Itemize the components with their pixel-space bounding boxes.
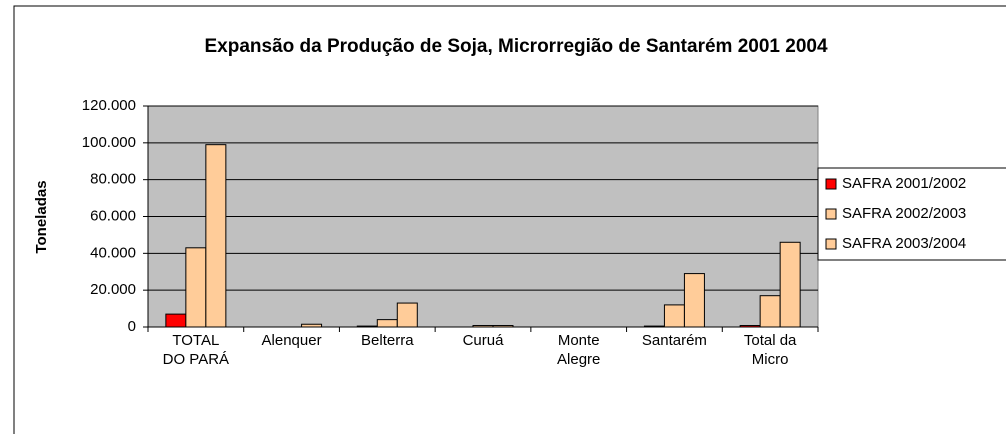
bar — [779, 241, 801, 328]
bar — [205, 144, 227, 328]
x-tick-label: Curuá — [462, 332, 504, 349]
legend-swatch — [825, 238, 837, 250]
bar — [643, 325, 665, 328]
x-tick-label: Total da Micro — [743, 332, 797, 368]
bar — [759, 295, 781, 328]
y-tick-label: 0 — [128, 318, 136, 335]
x-tick-label: Belterra — [361, 332, 414, 349]
y-tick-label: 60.000 — [90, 207, 136, 224]
bar — [472, 325, 494, 328]
legend-swatch — [825, 208, 837, 220]
x-tick-label: TOTAL DO PARÁ — [162, 332, 230, 368]
y-tick-label: 100.000 — [82, 134, 136, 151]
x-tick-label: Santarém — [641, 332, 707, 349]
bar — [185, 247, 207, 328]
bar — [683, 273, 705, 328]
y-tick-label: 120.000 — [82, 97, 136, 114]
bar — [663, 304, 685, 328]
bar — [492, 325, 514, 328]
y-tick-label: 80.000 — [90, 171, 136, 188]
y-tick-label: 20.000 — [90, 281, 136, 298]
x-tick-label: Monte Alegre — [557, 332, 601, 368]
x-tick-label: Alenquer — [261, 332, 322, 349]
y-tick-label: 40.000 — [90, 244, 136, 261]
legend-label: SAFRA 2001/2002 — [842, 175, 966, 192]
bar — [301, 323, 323, 328]
chart-title: Expansão da Produção de Soja, Microrregi… — [204, 36, 827, 57]
legend-box — [817, 167, 1006, 261]
bar — [739, 325, 761, 328]
legend-label: SAFRA 2003/2004 — [842, 235, 966, 252]
bar — [396, 302, 418, 328]
bar — [165, 313, 187, 328]
legend-swatch — [825, 178, 837, 190]
legend-label: SAFRA 2002/2003 — [842, 205, 966, 222]
bar — [376, 319, 398, 328]
bar — [356, 325, 378, 328]
y-axis-label: Toneladas — [33, 180, 50, 253]
